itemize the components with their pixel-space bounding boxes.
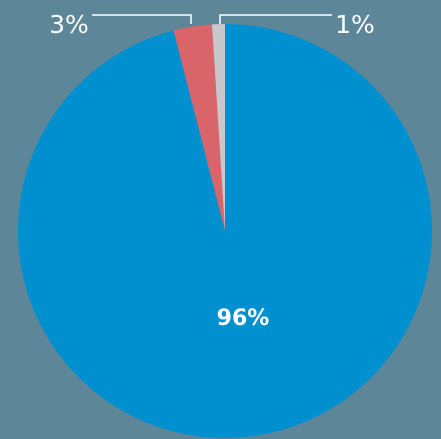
pie-slice-1 bbox=[212, 24, 225, 231]
slice-label-3: 3% bbox=[49, 10, 89, 39]
pie-labels: 96% 3% 1% bbox=[49, 10, 375, 331]
pie-slice-3 bbox=[173, 24, 225, 231]
slice-label-1: 1% bbox=[335, 10, 375, 39]
slice-label-96: 96% bbox=[217, 306, 270, 331]
pie-slice-96 bbox=[17, 24, 432, 438]
pie-slices bbox=[17, 24, 432, 438]
leader-line-3 bbox=[92, 14, 192, 24]
leader-lines bbox=[92, 14, 332, 24]
leader-line-1 bbox=[219, 14, 332, 24]
